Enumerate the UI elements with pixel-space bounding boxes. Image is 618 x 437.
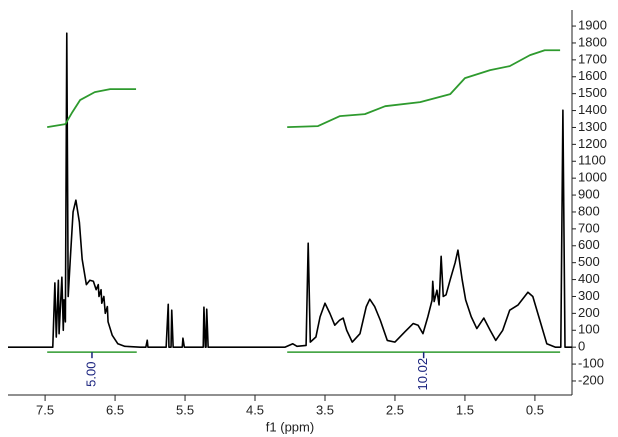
x-tick-label: 5.5 xyxy=(176,402,194,417)
y-tick-label: 1300 xyxy=(578,119,607,134)
y-tick-label: 1900 xyxy=(578,17,607,32)
y-tick-label: 1500 xyxy=(578,85,607,100)
y-tick-label: 1700 xyxy=(578,51,607,66)
integral-label: 5.00 xyxy=(83,362,98,387)
y-tick-label: 400 xyxy=(578,271,600,286)
integral-label: 10.02 xyxy=(415,358,430,391)
y-tick-label: 100 xyxy=(578,322,600,337)
y-tick-label: 1000 xyxy=(578,170,607,185)
x-tick-label: 3.5 xyxy=(316,402,334,417)
x-tick-label: 6.5 xyxy=(106,402,124,417)
y-tick-label: -100 xyxy=(578,356,604,371)
x-tick-label: 7.5 xyxy=(36,402,54,417)
x-tick-label: 0.5 xyxy=(526,402,544,417)
integral-curve xyxy=(47,88,137,129)
y-tick-label: 1400 xyxy=(578,102,607,117)
y-tick-label: -200 xyxy=(578,372,604,387)
x-tick-label: 1.5 xyxy=(456,402,474,417)
y-tick-label: 600 xyxy=(578,237,600,252)
y-tick-label: 500 xyxy=(578,254,600,269)
spectrum xyxy=(8,32,572,348)
y-tick-label: 1100 xyxy=(578,153,606,168)
x-tick-label: 4.5 xyxy=(246,402,264,417)
x-tick-label: 2.5 xyxy=(386,402,404,417)
y-tick-label: 800 xyxy=(578,203,600,218)
y-tick-label: 1800 xyxy=(578,34,607,49)
y-tick-label: 300 xyxy=(578,288,600,303)
y-tick-label: 1600 xyxy=(578,68,607,83)
y-tick-label: 1200 xyxy=(578,136,607,151)
x-axis-label: f1 (ppm) xyxy=(266,419,314,434)
y-tick-label: 0 xyxy=(578,339,585,354)
integral-curve xyxy=(287,49,561,129)
y-tick-label: 900 xyxy=(578,187,600,202)
y-tick-label: 200 xyxy=(578,305,600,320)
y-tick-label: 700 xyxy=(578,220,600,235)
